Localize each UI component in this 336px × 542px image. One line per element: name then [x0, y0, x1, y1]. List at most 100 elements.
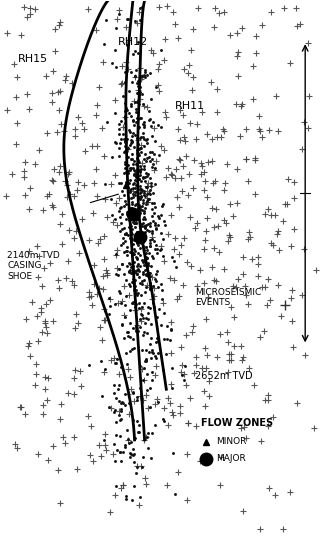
Point	[108, 356, 113, 365]
Point	[266, 205, 271, 214]
Point	[37, 145, 42, 154]
Point	[225, 236, 231, 245]
Point	[140, 277, 145, 286]
Point	[245, 235, 250, 243]
Point	[291, 177, 297, 186]
Point	[148, 285, 153, 294]
Point	[144, 328, 150, 337]
Point	[142, 67, 148, 76]
Point	[123, 275, 128, 284]
Point	[157, 87, 162, 95]
Point	[113, 199, 118, 208]
Point	[136, 156, 141, 164]
Point	[54, 128, 59, 137]
Point	[120, 234, 126, 242]
Point	[287, 59, 292, 68]
Point	[239, 101, 244, 110]
Point	[45, 329, 50, 338]
Point	[144, 182, 149, 191]
Point	[179, 186, 184, 195]
Point	[142, 73, 148, 81]
Point	[132, 223, 137, 231]
Point	[81, 125, 86, 134]
Point	[117, 138, 123, 147]
Point	[125, 327, 130, 336]
Point	[233, 100, 239, 108]
Point	[265, 275, 270, 284]
Point	[153, 338, 159, 347]
Point	[27, 352, 33, 360]
Point	[132, 201, 138, 209]
Point	[123, 292, 128, 300]
Point	[125, 14, 130, 23]
Point	[141, 209, 147, 217]
Point	[112, 299, 118, 308]
Point	[138, 291, 144, 299]
Point	[125, 436, 131, 445]
Point	[214, 107, 220, 116]
Point	[258, 333, 263, 341]
Point	[148, 157, 153, 166]
Point	[109, 210, 114, 219]
Point	[144, 134, 150, 143]
Point	[117, 125, 122, 133]
Point	[274, 92, 279, 100]
Point	[130, 217, 135, 226]
Point	[111, 439, 117, 448]
Point	[186, 61, 192, 70]
Point	[287, 487, 292, 496]
Point	[52, 47, 57, 56]
Point	[65, 193, 70, 202]
Point	[152, 221, 157, 230]
Point	[34, 242, 39, 250]
Point	[135, 136, 140, 144]
Point	[134, 262, 140, 270]
Point	[138, 133, 143, 142]
Point	[130, 298, 136, 307]
Point	[152, 163, 158, 172]
Point	[47, 258, 53, 267]
Point	[262, 282, 267, 291]
Point	[140, 268, 146, 276]
Point	[136, 501, 142, 510]
Point	[145, 429, 151, 437]
Point	[116, 381, 121, 390]
Point	[131, 96, 136, 105]
Point	[268, 238, 273, 247]
Point	[148, 353, 154, 362]
Point	[132, 169, 138, 178]
Point	[243, 281, 248, 290]
Point	[134, 463, 139, 472]
Point	[33, 359, 38, 368]
Point	[120, 209, 125, 218]
Point	[253, 49, 259, 57]
Point	[13, 93, 19, 101]
Point	[148, 221, 153, 230]
Point	[211, 275, 217, 284]
Point	[144, 182, 150, 190]
Point	[143, 433, 149, 442]
Point	[122, 159, 128, 168]
Point	[131, 388, 136, 396]
Point	[202, 244, 207, 253]
Point	[101, 367, 107, 376]
Point	[148, 182, 154, 191]
Point	[28, 184, 33, 193]
Point	[243, 154, 248, 163]
Point	[143, 243, 149, 251]
Point	[136, 166, 141, 175]
Point	[136, 235, 141, 243]
Point	[146, 152, 152, 161]
Point	[275, 127, 280, 136]
Point	[117, 264, 122, 273]
Point	[126, 268, 131, 276]
Point	[138, 182, 143, 191]
Point	[50, 317, 55, 325]
Point	[133, 210, 139, 219]
Point	[143, 215, 148, 224]
Point	[133, 299, 138, 308]
Point	[150, 205, 155, 214]
Point	[251, 62, 256, 70]
Point	[58, 120, 64, 128]
Point	[72, 192, 77, 201]
